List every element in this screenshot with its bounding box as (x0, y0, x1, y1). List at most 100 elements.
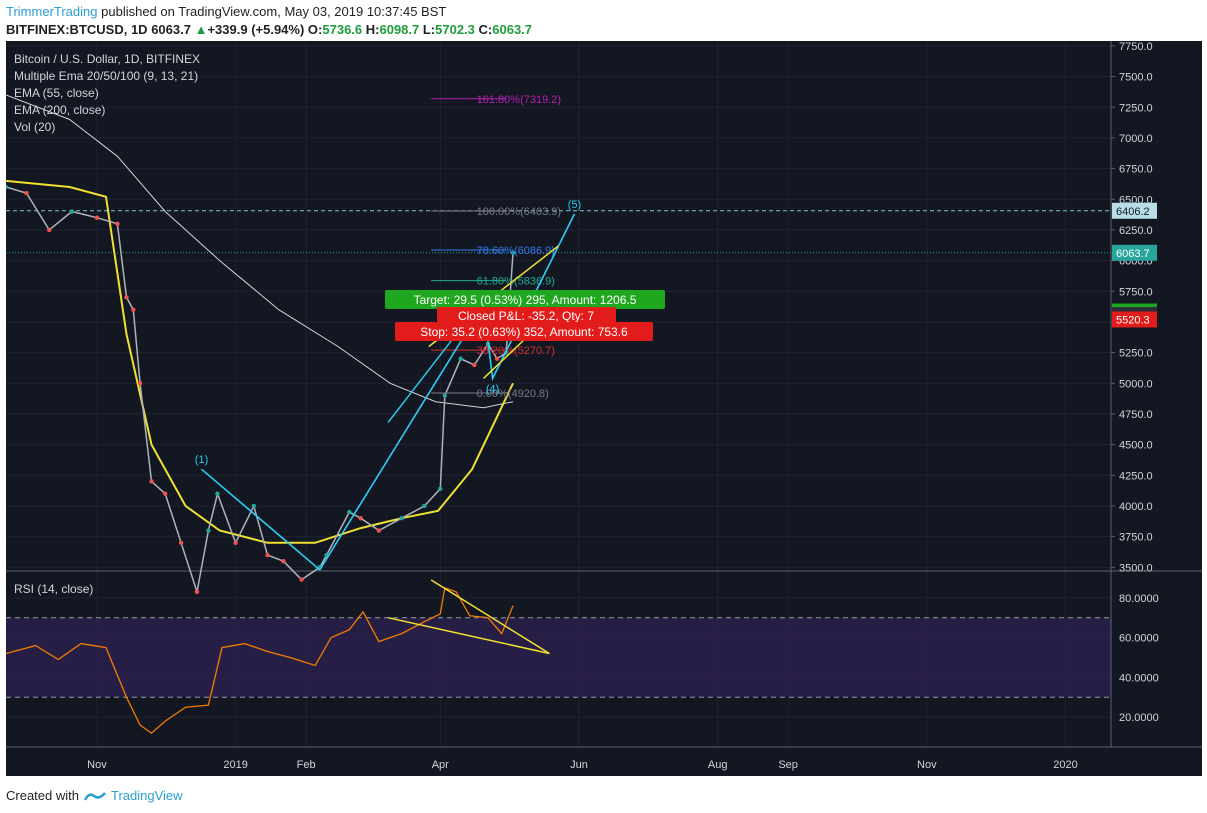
wave-label: (1) (195, 454, 208, 466)
price-point (347, 509, 352, 515)
closed-pnl-text: Closed P&L: -35.2, Qty: 7 (458, 309, 594, 323)
stop-label[interactable]: Stop: 35.2 (0.63%) 352, Amount: 753.6 (395, 322, 653, 341)
publish-info: published on TradingView.com, May 03, 20… (101, 4, 447, 19)
price-point (399, 516, 404, 521)
fib-level-label: 100.00%(6403.9) (477, 206, 561, 218)
price-point (422, 503, 427, 509)
tradingview-logo-icon (83, 791, 106, 801)
target-label-text: Target: 29.5 (0.53%) 295, Amount: 1206.5 (414, 293, 637, 307)
price-badge-label: 6406.2 (1116, 206, 1150, 218)
price-tick-label: 3750.0 (1119, 532, 1153, 544)
price-point (124, 295, 129, 300)
price-badge (1112, 244, 1157, 261)
fib-level-label: 61.80%(5836.9) (477, 276, 555, 288)
price-badge-label: 6063.7 (1116, 248, 1150, 260)
price-tick-label: 7250.0 (1119, 102, 1153, 114)
target-label[interactable]: Target: 29.5 (0.53%) 295, Amount: 1206.5 (385, 290, 665, 309)
symbol-name: BITFINEX:BTCUSD, 1D (6, 22, 148, 37)
footer-created: Created with (6, 788, 79, 803)
footer-brand[interactable]: TradingView (110, 788, 183, 803)
time-tick-label: 2020 (1053, 759, 1077, 771)
legend-ema55: EMA (55, close) (14, 86, 99, 100)
price-change: +339.9 (+5.94%) (207, 22, 305, 37)
price-tick-label: 7750.0 (1119, 41, 1153, 53)
price-tick-label: 5250.0 (1119, 348, 1153, 360)
publish-line: TrimmerTrading published on TradingView.… (6, 4, 446, 19)
closed-pnl-label[interactable]: Closed P&L: -35.2, Qty: 7 (437, 307, 616, 324)
price-point (149, 479, 154, 484)
rsi-tick-label: 60.0000 (1119, 633, 1159, 645)
price-point (494, 356, 500, 361)
time-tick-label: Aug (708, 759, 728, 771)
price-point (510, 250, 516, 255)
series-layer (3, 94, 1111, 734)
price-badge (1112, 202, 1157, 219)
price-point (137, 381, 143, 386)
last-price: 6063.7 (151, 22, 191, 37)
time-tick-label: Jun (570, 759, 588, 771)
price-point (115, 221, 120, 227)
price-point (131, 307, 136, 312)
rsi-overbought-band (6, 617, 1111, 698)
symbol-line: BITFINEX:BTCUSD, 1D 6063.7 ▲+339.9 (+5.9… (6, 22, 533, 37)
time-tick-label: Sep (778, 759, 798, 771)
fib-level-label: 0.00%(4920.8) (477, 388, 549, 400)
price-point (162, 491, 168, 496)
close-value: 6063.7 (492, 22, 533, 37)
time-tick-label: Nov (87, 759, 107, 771)
price-tick-label: 6750.0 (1119, 164, 1153, 176)
stop-label-text: Stop: 35.2 (0.63%) 352, Amount: 753.6 (420, 325, 628, 339)
rsi-tick-label: 20.0000 (1119, 712, 1159, 724)
price-tick-label: 7000.0 (1119, 133, 1153, 145)
price-chart[interactable]: 161.80%(7319.2) 100.00%(6403.9) 78.60%(608… (3, 41, 1202, 776)
fib-level-label: 78.60%(6086.9) (477, 245, 555, 257)
price-tick-label: 5750.0 (1119, 286, 1153, 298)
price-tick-label: 4250.0 (1119, 470, 1153, 482)
price-point (94, 215, 100, 220)
legend-ema200: EMA (200, close) (14, 103, 105, 117)
price-point (281, 558, 286, 564)
price-point (358, 516, 363, 521)
price-badge-label: 5520.3 (1116, 314, 1150, 326)
fib-level-label: 38.20%(5270.7) (477, 345, 555, 357)
time-tick-label: Feb (297, 759, 316, 771)
wave-label: (5) (568, 199, 581, 211)
rsi-tick-label: 80.0000 (1119, 593, 1159, 605)
target-label-box (385, 290, 665, 309)
price-point (472, 362, 477, 368)
footer: Created with TradingView (6, 788, 183, 803)
price-tick-label: 4500.0 (1119, 440, 1153, 452)
price-tick-label: 6250.0 (1119, 225, 1153, 237)
price-point (24, 190, 29, 196)
price-point (206, 528, 211, 533)
ema55-line (5, 179, 514, 544)
rsi-trend-line (387, 616, 550, 655)
wave-label: (4) (486, 383, 499, 395)
price-badge (1112, 311, 1157, 328)
author-link[interactable]: TrimmerTrading (6, 4, 98, 19)
price-tick-label: 4000.0 (1119, 501, 1153, 513)
up-arrow-icon: ▲ (194, 22, 208, 37)
price-point (376, 528, 382, 533)
price-point (251, 503, 257, 509)
legend-ema-multi: Multiple Ema 20/50/100 (9, 13, 21) (14, 69, 198, 83)
price-point (46, 227, 52, 233)
price-point (299, 577, 304, 582)
price-tick-label: 4750.0 (1119, 409, 1153, 421)
time-tick-label: Nov (917, 759, 937, 771)
rsi-legend: RSI (14, close) (14, 582, 93, 596)
price-tick-label: 5000.0 (1119, 378, 1153, 390)
fib-level-label: 161.80%(7319.2) (477, 94, 561, 106)
overlay-layer: 161.80%(7319.2) 100.00%(6403.9) 78.60%(608… (195, 94, 581, 655)
price-point (458, 356, 463, 361)
chart-frame[interactable]: 161.80%(7319.2) 100.00%(6403.9) 78.60%(608… (3, 41, 1202, 776)
price-point (233, 540, 238, 545)
price-point (178, 540, 184, 545)
stop-label-box (395, 322, 653, 341)
time-tick-label: 2019 (223, 759, 247, 771)
rsi-tick-label: 40.0000 (1119, 672, 1159, 684)
rsi-line (5, 587, 514, 734)
legend-vol: Vol (20) (14, 120, 55, 134)
ema200-line (5, 94, 514, 409)
price-point (265, 552, 270, 558)
